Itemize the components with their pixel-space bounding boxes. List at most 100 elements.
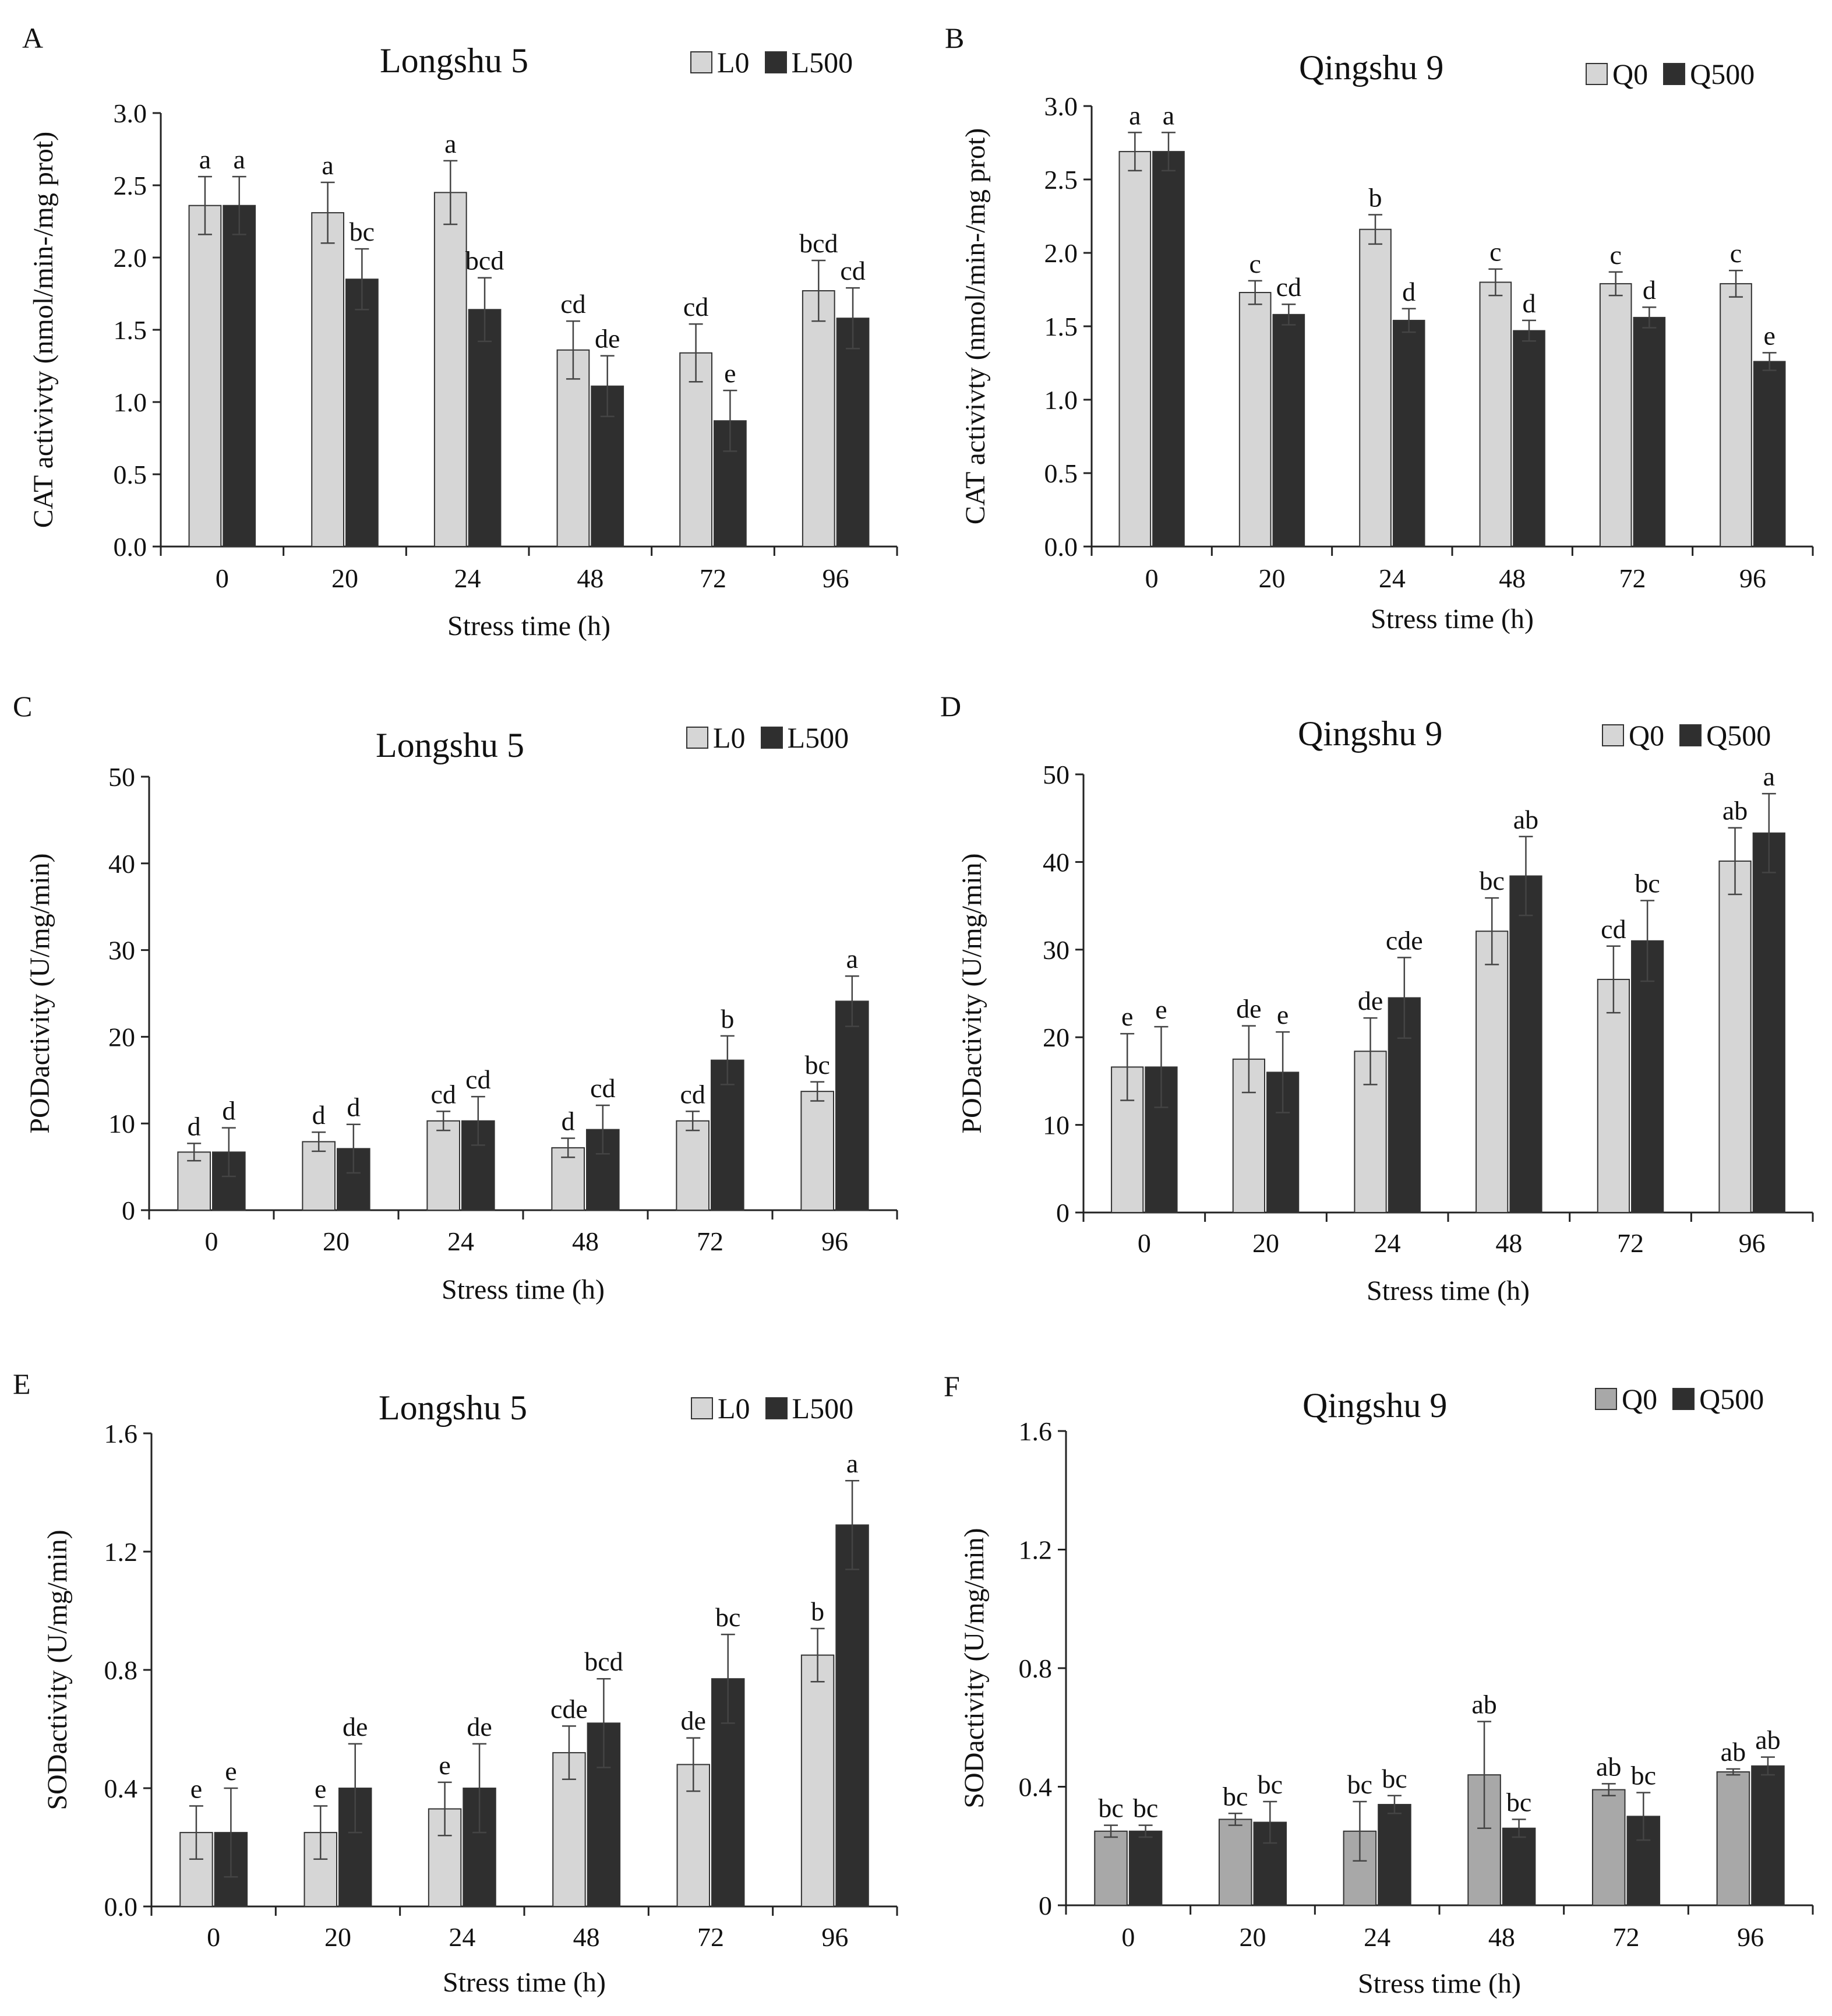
significance-label: bc [1382,1764,1407,1793]
significance-label: de [343,1712,368,1742]
significance-label: e [190,1774,202,1803]
x-tick-label: 0 [205,1226,218,1256]
significance-label: d [222,1096,235,1126]
significance-label: cd [1601,914,1626,944]
bar [556,349,590,547]
significance-label: e [1763,320,1775,350]
bar [551,1147,585,1211]
bar [1753,361,1786,547]
significance-label: bcd [465,246,504,276]
bar [802,290,835,547]
y-tick-label: 2.0 [114,243,147,273]
x-axis-label: Stress time (h) [442,1274,605,1305]
bar [1513,330,1545,547]
x-tick-label: 0 [207,1922,220,1952]
y-tick-label: 0.0 [104,1892,138,1922]
significance-label: bc [1635,869,1660,898]
y-tick-label: 1.5 [114,315,147,345]
significance-label: d [562,1106,575,1136]
significance-label: cde [1386,925,1423,955]
legend: Q0 Q500 [1586,57,1755,91]
significance-label: a [846,1448,858,1478]
bar [433,192,467,547]
significance-label: bc [1347,1770,1372,1799]
bar [1392,319,1425,547]
bar [1599,283,1632,547]
legend: L0 L500 [686,721,849,755]
chart-title: Longshu 5 [376,726,524,764]
bar [800,1091,834,1211]
y-tick-label: 0.4 [104,1774,138,1803]
bar [1631,940,1664,1213]
y-tick-label: 40 [108,849,135,879]
y-tick-label: 1.0 [114,387,147,417]
significance-label: d [1643,275,1656,305]
bar [426,1120,460,1211]
bar [1502,1827,1536,1906]
chart-title: Qingshu 9 [1302,1386,1448,1425]
significance-label: cd [683,292,708,322]
panel-letter: A [22,22,44,54]
significance-label: de [681,1706,706,1736]
x-tick-label: 48 [572,1226,599,1256]
x-tick-label: 72 [1617,1228,1644,1258]
significance-label: d [312,1100,326,1130]
panel-letter: E [13,1368,31,1400]
bar [1591,1789,1626,1906]
significance-label: cde [550,1694,588,1724]
legend-item: L500 [765,1391,853,1425]
x-tick-label: 24 [1374,1228,1401,1258]
legend-swatch [686,727,708,749]
y-tick-label: 3.0 [114,98,147,128]
x-tick-label: 0 [216,563,229,593]
bar [800,1654,835,1907]
bar [1479,281,1512,547]
y-tick-label: 30 [1043,935,1069,965]
bar [835,1524,869,1907]
y-tick-label: 0.5 [1044,459,1078,488]
legend-swatch [764,51,787,73]
significance-label: de [1236,994,1261,1024]
x-tick-label: 96 [1737,1922,1764,1952]
legend-item: Q500 [1679,718,1771,752]
significance-label: ab [1471,1690,1496,1719]
legend-label: Q0 [1612,58,1649,90]
bar [1751,1765,1785,1906]
x-tick-label: 72 [1619,563,1646,593]
significance-label: e [439,1750,450,1780]
significance-label: e [1121,1002,1133,1031]
significance-label: cd [465,1065,490,1094]
y-axis-label: SODactivity (U/mg/min) [959,1528,990,1808]
legend-label: Q0 [1629,719,1665,752]
bar [1378,1804,1411,1906]
legend: Q0 Q500 [1595,1382,1764,1416]
bar [302,1141,336,1211]
y-tick-label: 1.2 [1019,1535,1053,1565]
panel-letter: F [944,1370,960,1402]
y-tick-label: 0.8 [104,1655,138,1685]
significance-label: bc [1223,1781,1248,1811]
bar [676,1120,709,1211]
bar [223,205,256,548]
bar [1476,931,1509,1213]
panel-letter: B [945,22,965,54]
significance-label: b [811,1596,824,1626]
x-tick-label: 20 [324,1922,351,1952]
significance-label: bc [715,1602,740,1632]
x-axis-label: Stress time (h) [443,1967,606,1998]
significance-label: cd [840,256,865,286]
y-tick-label: 0 [122,1196,135,1225]
bar [1509,875,1542,1213]
y-tick-label: 0 [1039,1891,1052,1920]
bar [679,352,713,547]
legend-item: L500 [764,45,853,79]
y-tick-label: 0.0 [114,532,147,562]
x-tick-label: 96 [1739,563,1766,593]
significance-label: ab [1596,1751,1621,1781]
legend-swatch [1595,1388,1617,1410]
significance-label: a [846,944,858,974]
panel-a: A Longshu 5 L0 L500 0.0 0.5 1.0 1.5 2.0 2.5 3.… [0,0,916,672]
y-tick-label: 50 [108,762,135,792]
